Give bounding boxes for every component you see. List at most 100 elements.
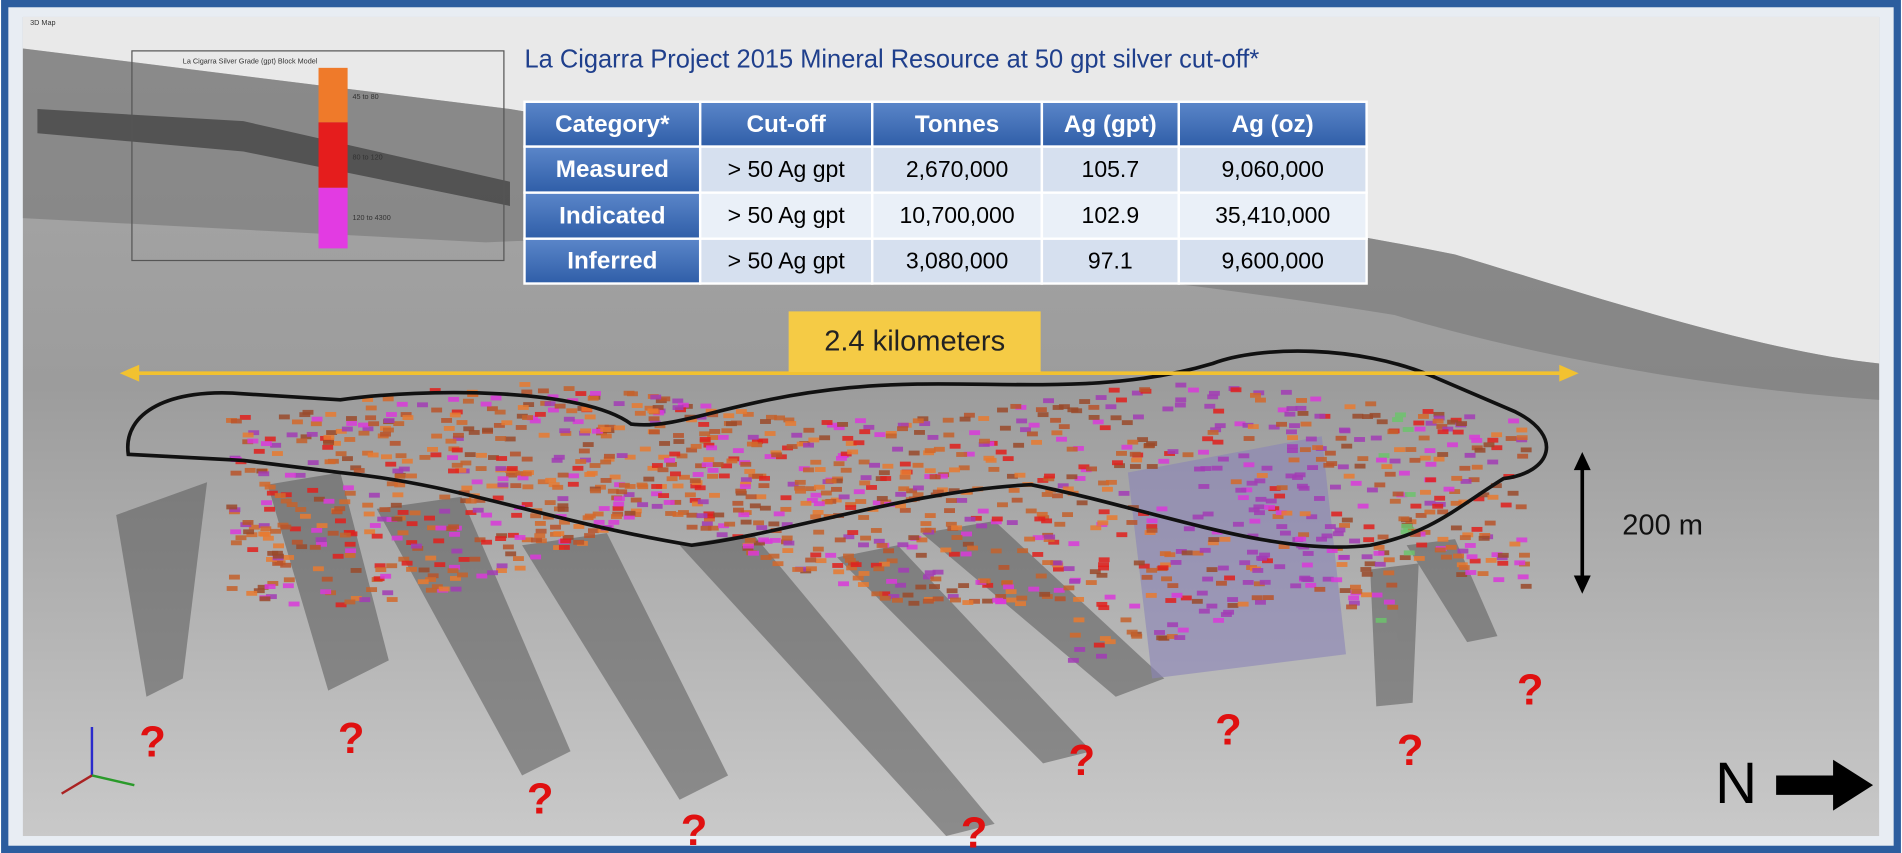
ore-block	[386, 412, 397, 417]
ore-block	[1453, 554, 1464, 559]
ore-block	[1508, 491, 1519, 496]
ore-block	[1039, 592, 1050, 597]
ore-block	[336, 451, 347, 456]
ore-block	[1441, 555, 1452, 560]
ore-block	[505, 551, 516, 556]
ore-block	[1274, 494, 1285, 499]
ore-block	[243, 433, 254, 438]
ore-block	[892, 447, 903, 452]
ore-block	[726, 421, 737, 426]
ore-block	[383, 396, 394, 401]
ore-block	[1161, 576, 1172, 581]
table-title: La Cigarra Project 2015 Mineral Resource…	[525, 45, 1260, 73]
ore-block	[740, 462, 751, 467]
ore-block	[833, 569, 844, 574]
ore-block	[1377, 419, 1388, 424]
ore-block	[1488, 495, 1499, 500]
ore-block	[314, 497, 325, 502]
ore-block	[559, 428, 570, 433]
ore-block	[375, 567, 386, 572]
ore-block	[1034, 517, 1045, 522]
ore-block	[1350, 585, 1361, 590]
cell-text: 102.9	[1082, 202, 1140, 228]
ore-block	[247, 439, 258, 444]
ore-block	[545, 478, 556, 483]
ore-block	[564, 417, 575, 422]
ore-block	[1399, 471, 1410, 476]
ore-block	[1102, 487, 1113, 492]
ore-block	[1109, 388, 1120, 393]
ore-block	[273, 543, 284, 548]
ore-block	[691, 444, 702, 449]
ore-block	[709, 493, 720, 498]
ore-block	[614, 401, 625, 406]
ore-block	[584, 533, 595, 538]
ore-block	[1051, 430, 1062, 435]
ore-block	[746, 494, 757, 499]
ore-block	[1472, 465, 1483, 470]
ore-block	[709, 429, 720, 434]
ore-block	[940, 548, 951, 553]
ore-block	[1028, 587, 1039, 592]
ore-block	[495, 436, 506, 441]
ore-block	[821, 491, 832, 496]
ore-block	[949, 552, 960, 557]
ore-block	[1003, 584, 1014, 589]
ore-block	[1012, 498, 1023, 503]
ore-block	[594, 520, 605, 525]
ore-block	[308, 460, 319, 465]
ore-block	[358, 423, 369, 428]
ore-block	[1478, 571, 1489, 576]
question-mark: ?	[1069, 737, 1096, 785]
ore-block	[1303, 551, 1314, 556]
ore-block	[522, 484, 533, 489]
ore-block	[1485, 521, 1496, 526]
ore-block	[588, 396, 599, 401]
ore-block	[366, 406, 377, 411]
ore-block	[368, 421, 379, 426]
ore-block	[1394, 447, 1405, 452]
ore-block	[861, 475, 872, 480]
ore-block	[741, 477, 752, 482]
ore-block	[272, 451, 283, 456]
ore-block	[859, 481, 870, 486]
ore-block	[831, 487, 842, 492]
ore-block	[869, 463, 880, 468]
ore-block	[407, 521, 418, 526]
question-mark: ?	[681, 807, 708, 853]
ore-block	[522, 457, 533, 462]
ore-block	[1193, 515, 1204, 520]
ore-block	[539, 433, 550, 438]
ore-block	[246, 591, 257, 596]
window-label: 3D Map	[30, 18, 55, 27]
ore-block	[908, 601, 919, 606]
ore-block	[791, 433, 802, 438]
ore-block	[1052, 561, 1063, 566]
ore-block	[1517, 435, 1528, 440]
ore-block	[897, 542, 908, 547]
ore-block	[1154, 630, 1165, 635]
ore-block	[1314, 496, 1325, 501]
ore-block	[914, 430, 925, 435]
ore-block	[326, 430, 337, 435]
ore-block	[930, 474, 941, 479]
ore-block	[1147, 518, 1158, 523]
ore-block	[819, 435, 830, 440]
ore-block	[431, 408, 442, 413]
ore-block	[1216, 581, 1227, 586]
ore-block	[898, 486, 909, 491]
ore-block	[351, 568, 362, 573]
ore-block	[667, 476, 678, 481]
ore-block	[1044, 474, 1055, 479]
ore-block	[491, 396, 502, 401]
ore-block	[380, 432, 391, 437]
header-text: Tonnes	[915, 111, 999, 138]
ore-block	[342, 427, 353, 432]
ore-block	[1322, 533, 1333, 538]
ore-block	[700, 437, 711, 442]
ore-block	[991, 549, 1002, 554]
question-mark: ?	[139, 719, 166, 767]
ore-block	[385, 462, 396, 467]
ore-block	[860, 536, 871, 541]
ore-block	[795, 480, 806, 485]
